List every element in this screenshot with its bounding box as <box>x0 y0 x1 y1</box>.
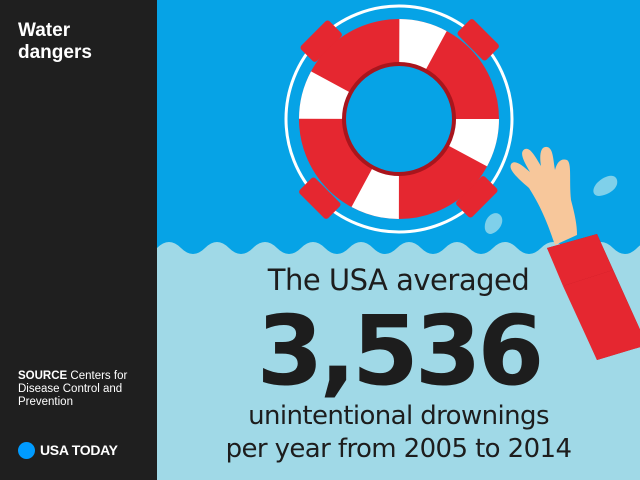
sidebar: Water dangers SOURCE Centers for Disease… <box>0 0 157 480</box>
drowning-hand-icon <box>510 146 640 360</box>
main-panel: The USA averaged 3,536 unintentional dro… <box>157 0 640 480</box>
water-splash-icon <box>484 175 618 234</box>
illustration <box>157 0 640 480</box>
usa-today-dot-icon <box>18 441 35 459</box>
brand-logo: USA TODAY <box>18 441 118 459</box>
description-line-1: unintentional drownings <box>248 401 549 431</box>
big-number: 3,536 <box>256 295 545 407</box>
source-credit: SOURCE Centers for Disease Control and P… <box>18 370 150 409</box>
page-title: Water dangers <box>18 20 92 63</box>
headline: The USA averaged <box>267 263 530 297</box>
brand-name: USA TODAY <box>40 442 118 458</box>
description-line-2: per year from 2005 to 2014 <box>225 434 572 464</box>
source-label: SOURCE <box>18 370 68 382</box>
source-text: Centers for Disease Control and Preventi… <box>18 370 128 408</box>
life-ring-icon <box>284 4 514 234</box>
water-surface <box>157 242 640 480</box>
